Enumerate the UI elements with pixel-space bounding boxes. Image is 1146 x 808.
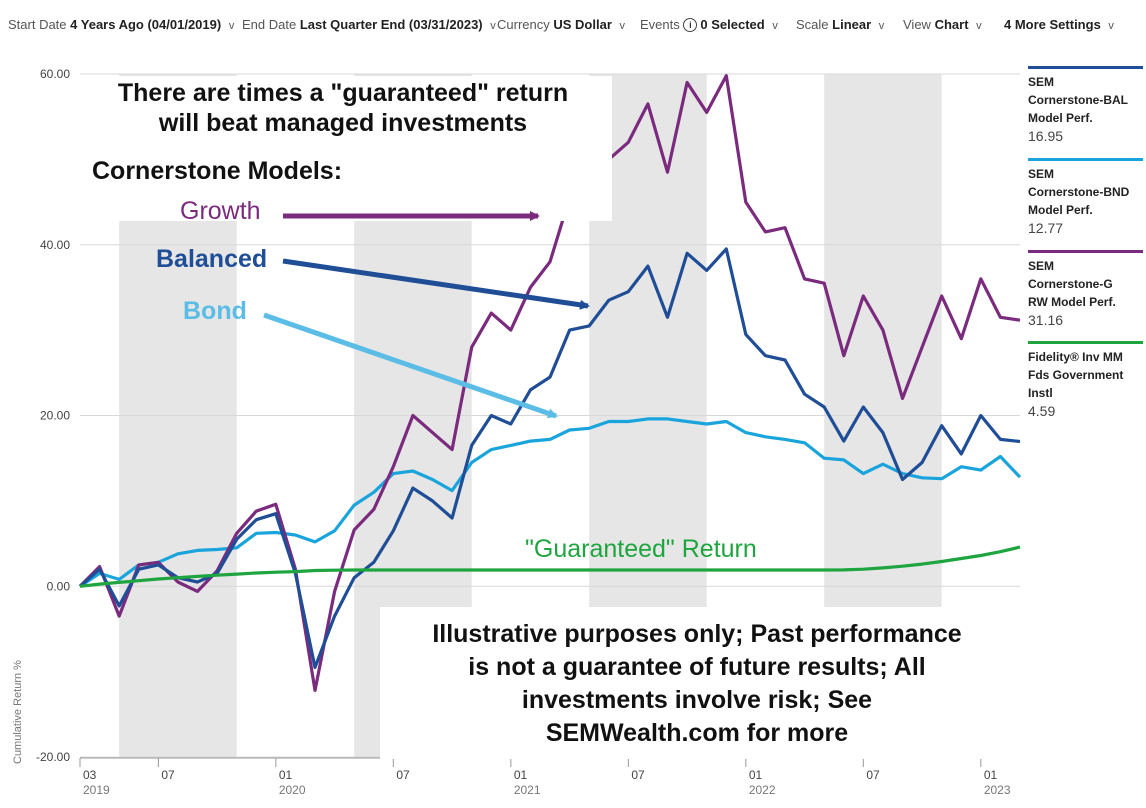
x-tick-label: 03 <box>83 768 97 782</box>
chevron-down-icon: v <box>619 20 626 32</box>
y-tick-label: 40.00 <box>40 238 70 252</box>
disclaimer-line-3: investments involve risk; See <box>521 686 873 714</box>
x-tick-label: 07 <box>631 768 645 782</box>
bond-label: Bond <box>183 297 247 325</box>
legend-item-grw[interactable]: SEM Cornerstone-G RW Model Perf. 31.16 <box>1028 250 1146 329</box>
headline-line-1: There are times a "guaranteed" return <box>117 79 569 107</box>
disclaimer: Illustrative purposes only; Past perform… <box>380 618 1014 750</box>
models-heading: Cornerstone Models: <box>92 157 343 185</box>
x-tick-year: 2021 <box>514 783 541 797</box>
legend-swatch <box>1028 341 1143 344</box>
disclaimer-backdrop <box>380 607 1020 759</box>
events-value: 0 Selected <box>700 17 765 32</box>
end-date-value: Last Quarter End (03/31/2023) <box>299 17 483 32</box>
legend-swatch <box>1028 66 1143 69</box>
chevron-down-icon: v <box>878 20 885 32</box>
chevron-down-icon: v <box>772 20 778 32</box>
chevron-down-icon: v <box>490 20 496 32</box>
currency-dropdown[interactable]: Currency US Dollar v <box>497 17 625 32</box>
legend-value: 4.59 <box>1028 403 1056 419</box>
legend-item-fidelity[interactable]: Fidelity® Inv MM Fds Government Instl 4.… <box>1028 341 1146 420</box>
growth-label: Growth <box>180 197 261 225</box>
disclaimer-line-1: Illustrative purposes only; Past perform… <box>432 620 962 648</box>
scale-value: Linear <box>832 17 872 32</box>
events-label: Events <box>640 17 680 32</box>
currency-label: Currency <box>497 17 550 32</box>
y-axis-label: Cumulative Return % <box>12 660 24 764</box>
legend-value: 16.95 <box>1028 128 1064 144</box>
legend-name: Fidelity® Inv MM Fds Government Instl <box>1028 350 1124 400</box>
start-date-dropdown[interactable]: Start Date 4 Years Ago (04/01/2019) v <box>8 17 234 32</box>
headline-backdrop <box>82 76 612 221</box>
more-settings-dropdown[interactable]: 4 More Settings v <box>1004 17 1114 32</box>
info-icon[interactable]: i <box>683 18 698 32</box>
chevron-down-icon: v <box>976 20 982 32</box>
x-tick-label: 07 <box>161 768 175 782</box>
x-tick-year: 2022 <box>749 783 776 797</box>
legend-name: SEM Cornerstone-BND Model Perf. <box>1028 167 1130 217</box>
legend-item-bal[interactable]: SEM Cornerstone-BAL Model Perf. 16.95 <box>1028 66 1146 145</box>
x-tick-label: 01 <box>984 768 998 782</box>
scale-dropdown[interactable]: Scale Linear v <box>796 17 884 32</box>
end-date-dropdown[interactable]: End Date Last Quarter End (03/31/2023) v <box>242 17 496 32</box>
scale-label: Scale <box>796 17 829 32</box>
disclaimer-line-4: SEMWealth.com for more <box>545 719 849 747</box>
legend-item-bnd[interactable]: SEM Cornerstone-BND Model Perf. 12.77 <box>1028 158 1146 237</box>
x-tick-year: 2020 <box>279 783 306 797</box>
x-tick-label: 01 <box>514 768 528 782</box>
view-value: Chart <box>934 17 969 32</box>
x-tick-label: 01 <box>749 768 763 782</box>
bond-arrow <box>263 312 558 419</box>
legend-value: 31.16 <box>1028 312 1064 328</box>
y-tick-label: 0.00 <box>47 579 71 593</box>
settings-toolbar: Start Date 4 Years Ago (04/01/2019) v En… <box>0 0 1146 52</box>
headline-line-2: will beat managed investments <box>158 109 528 137</box>
series-line <box>79 417 1022 588</box>
chevron-down-icon: v <box>1108 20 1114 32</box>
balanced-label: Balanced <box>156 245 268 273</box>
view-dropdown[interactable]: View Chart v <box>903 17 982 32</box>
chevron-down-icon: v <box>228 20 235 32</box>
y-tick-label: -20.00 <box>36 750 70 764</box>
y-tick-label: 60.00 <box>40 67 70 81</box>
series-line <box>78 247 1021 670</box>
x-tick-year: 2019 <box>83 783 110 797</box>
legend-name: SEM Cornerstone-G RW Model Perf. <box>1028 259 1116 309</box>
legend-swatch <box>1028 158 1143 161</box>
x-tick-year: 2023 <box>984 783 1011 797</box>
legend-name: SEM Cornerstone-BAL Model Perf. <box>1028 75 1129 125</box>
guaranteed-label: "Guaranteed" Return <box>525 535 757 563</box>
series-line <box>79 545 1021 588</box>
more-settings-value: 4 More Settings <box>1004 17 1101 32</box>
legend-value: 12.77 <box>1028 220 1064 236</box>
x-tick-label: 01 <box>279 768 293 782</box>
end-date-label: End Date <box>242 17 297 32</box>
y-tick-label: 20.00 <box>40 409 70 423</box>
start-date-value: 4 Years Ago (04/01/2019) <box>70 17 222 32</box>
series-line <box>78 74 1021 693</box>
balanced-arrow <box>282 258 590 310</box>
x-tick-label: 07 <box>866 768 880 782</box>
start-date-label: Start Date <box>8 17 67 32</box>
disclaimer-line-2: is not a guarantee of future results; Al… <box>468 653 926 681</box>
headline: There are times a "guaranteed" return wi… <box>98 78 588 138</box>
currency-value: US Dollar <box>553 17 612 32</box>
legend-swatch <box>1028 250 1143 253</box>
x-tick-label: 07 <box>396 768 410 782</box>
view-label: View <box>903 17 931 32</box>
